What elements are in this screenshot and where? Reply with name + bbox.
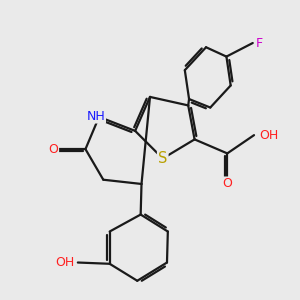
Text: O: O (222, 178, 232, 190)
Text: OH: OH (55, 256, 74, 269)
Text: O: O (48, 143, 58, 156)
Text: F: F (256, 37, 263, 50)
Text: OH: OH (259, 129, 278, 142)
Text: S: S (158, 151, 167, 166)
Text: NH: NH (86, 110, 105, 122)
